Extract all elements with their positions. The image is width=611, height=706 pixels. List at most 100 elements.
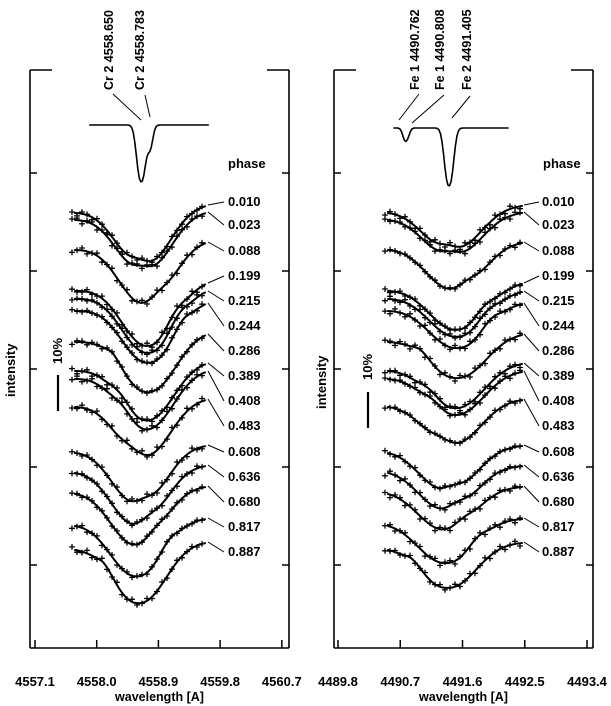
observed-points — [381, 330, 524, 385]
phase-label: 0.286 — [542, 343, 575, 358]
phase-leader-line — [523, 398, 540, 427]
x-tick-label: 4558.9 — [139, 674, 179, 689]
phase-label: 0.408 — [228, 393, 261, 408]
phase-label: 0.088 — [542, 243, 575, 258]
observed-points — [381, 301, 524, 353]
observed-points — [68, 483, 206, 548]
phase-leader-line — [207, 485, 225, 503]
observed-points — [68, 239, 206, 308]
observed-points — [68, 463, 206, 529]
phase-label: 0.199 — [228, 268, 261, 283]
observed-points — [68, 283, 206, 351]
phase-leader-line — [207, 444, 225, 453]
intensity-axis-label: intensity — [3, 343, 18, 397]
element-label-leader-line — [112, 93, 142, 121]
phase-leader-line — [523, 370, 540, 402]
phase-leader-line — [207, 290, 225, 302]
mean-profile-curve — [89, 124, 210, 183]
phase-label: 0.023 — [542, 217, 575, 232]
phase-label: 0.680 — [228, 494, 261, 509]
x-tick-label: 4489.8 — [318, 674, 358, 689]
observed-points — [381, 483, 524, 534]
element-line-label: Cr 2 4558.650 — [102, 10, 116, 90]
phase-leader-line — [523, 541, 540, 553]
observed-points — [68, 445, 206, 505]
phase-leader-line — [523, 201, 540, 206]
intensity-axis-label: intensity — [314, 355, 329, 409]
x-tick-label: 4560.7 — [262, 674, 302, 689]
phase-leader-line — [523, 485, 540, 503]
x-tick-label: 4558.0 — [77, 674, 117, 689]
phase-leader-line — [207, 201, 225, 206]
x-tick-label: 4559.8 — [200, 674, 240, 689]
phase-leader-line — [207, 398, 225, 427]
phase-leader-line — [523, 362, 540, 377]
phase-leader-line — [207, 211, 225, 226]
observed-points — [68, 335, 206, 397]
observed-points — [68, 517, 206, 581]
element-label-leader-line — [451, 95, 471, 119]
phase-leader-line — [523, 275, 540, 284]
element-line-label: Fe 1 4490.808 — [433, 9, 447, 90]
observed-points — [381, 281, 524, 334]
phase-label: 0.636 — [228, 469, 261, 484]
wavelength-axis-title: wavelength [A] — [114, 690, 204, 704]
wavelength-axis-title: wavelength [A] — [418, 690, 508, 704]
observed-points — [381, 367, 524, 419]
observed-points — [381, 209, 524, 257]
phase-label: 0.608 — [228, 444, 261, 459]
phase-label: 0.408 — [542, 393, 575, 408]
phase-leader-line — [523, 517, 540, 528]
element-label-leader-line — [144, 94, 151, 118]
element-label-leader-line — [398, 93, 420, 121]
phase-label: 0.215 — [542, 293, 575, 308]
mean-profile-curve — [393, 127, 509, 187]
phase-label: 0.887 — [542, 544, 575, 559]
observed-points — [68, 213, 206, 272]
phase-leader-line — [207, 333, 225, 352]
phase-leader-line — [207, 464, 225, 478]
phase-label: 0.244 — [228, 318, 261, 333]
phase-label: 0.636 — [542, 469, 575, 484]
observed-points — [381, 538, 524, 593]
observed-points — [68, 203, 206, 266]
phase-column-header: phase — [543, 156, 581, 171]
x-tick-label: 4492.5 — [505, 674, 545, 689]
observed-points — [68, 371, 206, 434]
phase-label: 0.215 — [228, 293, 261, 308]
phase-label: 0.010 — [542, 194, 575, 209]
phase-label: 0.023 — [228, 217, 261, 232]
phase-leader-line — [207, 370, 225, 402]
phase-label: 0.817 — [542, 519, 575, 534]
scale-bar-label: 10% — [50, 338, 65, 364]
observed-points — [381, 289, 524, 342]
observed-points — [381, 239, 524, 292]
phase-column-header: phase — [228, 156, 266, 171]
element-line-label: Fe 2 4491.405 — [460, 9, 474, 90]
phase-leader-line — [523, 444, 540, 453]
element-line-label: Cr 2 4558.783 — [133, 10, 147, 90]
phase-label: 0.680 — [542, 494, 575, 509]
element-label-leader-line — [411, 94, 445, 124]
observed-points — [381, 463, 524, 513]
phase-leader-line — [523, 211, 540, 226]
phase-leader-line — [207, 362, 225, 377]
phase-label: 0.817 — [228, 519, 261, 534]
observed-points — [68, 540, 206, 609]
phase-leader-line — [523, 241, 540, 252]
observed-points — [68, 361, 206, 425]
element-line-label: Fe 1 4490.762 — [408, 9, 422, 90]
phase-leader-line — [207, 275, 225, 284]
profile-curve — [387, 445, 523, 489]
phase-label: 0.608 — [542, 444, 575, 459]
observed-points — [381, 514, 524, 569]
scale-bar-label: 10% — [360, 354, 375, 380]
observed-points — [68, 291, 206, 358]
phase-label: 0.887 — [228, 544, 261, 559]
phase-label: 0.088 — [228, 243, 261, 258]
phase-label: 0.389 — [228, 368, 261, 383]
phase-leader-line — [523, 302, 540, 327]
x-tick-label: 4491.6 — [443, 674, 483, 689]
